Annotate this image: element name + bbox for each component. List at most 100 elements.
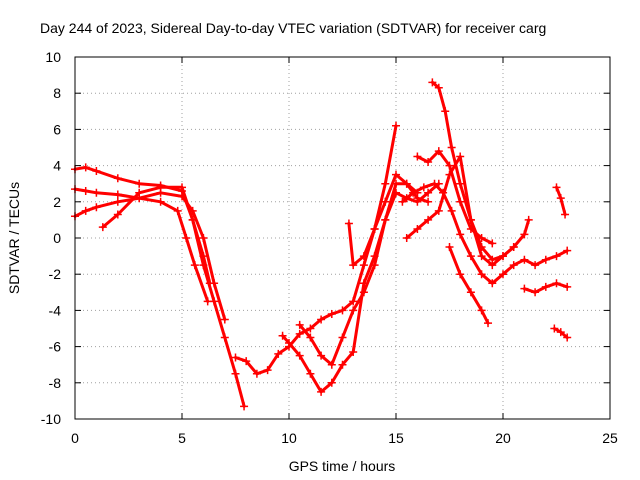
data-point [113,197,122,206]
data-point [392,188,400,197]
data-point [424,215,433,224]
series-track-12 [402,152,518,270]
series-track-10 [413,147,497,248]
data-point [445,170,454,179]
x-tick-label: 0 [71,430,79,446]
x-tick-label: 25 [602,430,618,446]
x-tick-label: 15 [388,430,404,446]
data-point [430,179,439,188]
x-axis-label: GPS time / hours [289,458,396,474]
data-point [242,357,251,366]
data-point [434,147,443,156]
data-point [541,255,550,264]
x-tick-label: 5 [178,430,186,446]
data-point [178,183,186,192]
y-tick-label: 8 [53,85,61,101]
data-point [113,174,122,183]
series-line [415,149,494,245]
data-point [81,186,90,195]
data-point [285,338,293,347]
data-point [531,288,540,297]
data-point [424,157,433,166]
data-point [349,306,358,315]
data-point [381,215,390,224]
data-point [81,206,90,215]
data-point [477,252,486,261]
data-point [434,83,443,92]
data-point [520,255,529,264]
data-point [398,197,407,206]
data-point [306,369,315,378]
data-point [428,78,437,87]
data-point [359,261,368,270]
data-point [466,215,475,224]
data-point [477,270,486,279]
data-point [456,197,465,206]
data-point [205,279,214,288]
data-point [327,360,336,369]
y-tick-label: 4 [53,158,61,174]
data-point [295,329,304,338]
data-point [231,369,240,378]
data-point [381,197,390,206]
data-point [182,234,191,242]
data-point [552,279,561,288]
series-group [71,78,572,411]
data-point [456,179,465,188]
series-track-11 [398,179,572,288]
series-track-13 [445,243,493,328]
data-point [413,224,422,233]
data-point [531,261,540,270]
series-line [73,187,210,303]
data-point [274,349,283,358]
series-track-16 [552,183,570,219]
data-point [488,239,497,248]
data-point [263,366,272,375]
data-point [477,234,486,242]
data-point [359,252,368,261]
data-point [370,261,379,270]
data-point [327,378,336,387]
data-point [338,306,347,315]
data-point [541,282,550,291]
data-point [190,261,199,270]
data-point [338,333,347,342]
data-point [327,310,336,319]
data-point [488,261,497,270]
data-point [392,121,400,130]
y-tick-label: 0 [53,230,61,246]
data-point [424,188,433,197]
data-point [349,297,358,306]
series-line [234,124,398,376]
data-point [317,351,326,360]
y-tick-label: 10 [45,49,61,65]
data-point [466,288,475,297]
data-point [92,188,101,197]
data-point [188,215,197,224]
y-tick-label: -4 [49,302,62,318]
series-track-2 [71,185,212,306]
data-point [424,197,433,206]
data-point [456,270,465,279]
series-line [298,182,441,367]
series-track-15 [550,324,572,342]
data-point [92,167,101,176]
data-point [392,170,400,179]
data-point [445,161,454,170]
data-point [456,152,465,161]
data-point [306,333,315,342]
data-point [402,234,411,242]
y-tick-label: -6 [49,339,62,355]
data-point [419,183,428,192]
series-track-4 [98,183,214,288]
data-point [199,234,208,242]
series-track-5 [231,121,400,378]
data-point [524,215,533,224]
data-point [434,206,443,215]
data-point [156,197,165,206]
data-point [413,194,422,203]
data-point [556,328,565,337]
series-track-7 [295,179,443,369]
data-point [98,223,107,232]
